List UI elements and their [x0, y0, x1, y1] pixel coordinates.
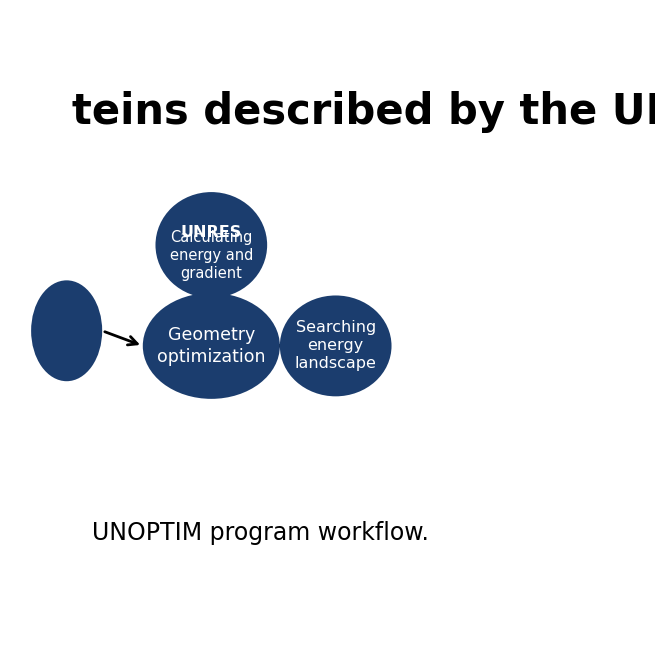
Text: Searching
energy
landscape: Searching energy landscape: [295, 320, 377, 371]
Text: UNOPTIM program workflow.: UNOPTIM program workflow.: [92, 521, 429, 544]
Text: teins described by the UNRES c: teins described by the UNRES c: [72, 91, 655, 133]
Ellipse shape: [31, 280, 102, 381]
Text: Calculating
energy and
gradient: Calculating energy and gradient: [170, 230, 253, 280]
FancyArrowPatch shape: [279, 341, 290, 350]
Ellipse shape: [143, 293, 280, 399]
Ellipse shape: [155, 192, 267, 298]
Ellipse shape: [280, 295, 392, 396]
FancyArrowPatch shape: [105, 331, 138, 345]
Text: Geometry
optimization: Geometry optimization: [157, 326, 265, 366]
FancyArrowPatch shape: [203, 286, 212, 296]
Text: UNRES: UNRES: [181, 225, 242, 240]
FancyArrowPatch shape: [211, 295, 220, 305]
